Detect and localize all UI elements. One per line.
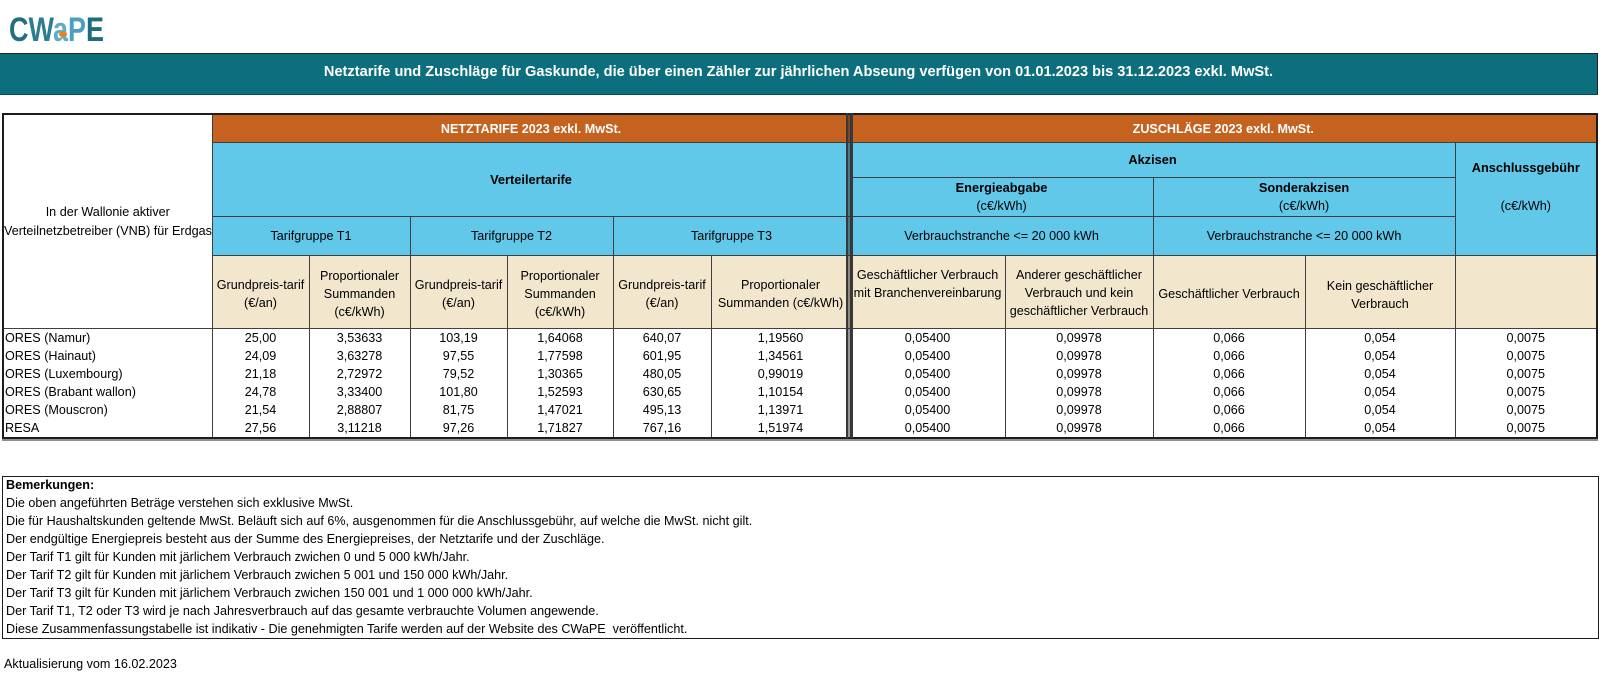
svg-text:CWaPE: CWaPE <box>9 11 104 49</box>
